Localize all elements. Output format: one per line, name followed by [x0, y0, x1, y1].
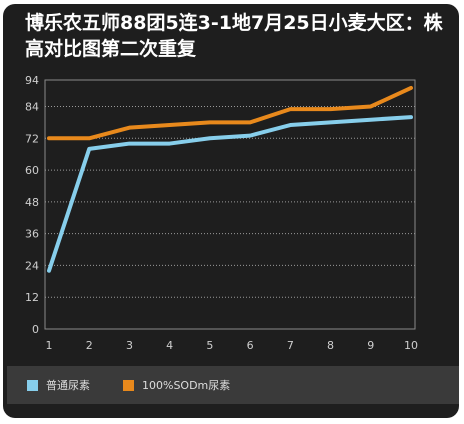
chart-title: 博乐农五师88团5连3-1地7月25日小麦大区：株高对比图第二次重复 [25, 12, 443, 60]
y-tick-label: 24 [25, 259, 39, 272]
y-tick-label: 60 [25, 164, 39, 177]
x-tick-label: 7 [287, 339, 294, 352]
x-tick-label: 4 [166, 339, 173, 352]
plot-frame [44, 79, 416, 330]
chart-card: 博乐农五师88团5连3-1地7月25日小麦大区：株高对比图第二次重复 0 12 24… [3, 4, 459, 418]
x-tick-label: 3 [126, 339, 133, 352]
y-tick-label: 12 [25, 291, 39, 304]
series-line-1 [47, 115, 413, 273]
y-tick-label: 84 [25, 100, 39, 113]
x-tick-label: 5 [206, 339, 213, 352]
y-tick-label: 0 [32, 323, 39, 336]
y-tick-label: 72 [25, 132, 39, 145]
x-tick-label: 6 [247, 339, 254, 352]
x-tick-label: 2 [86, 339, 93, 352]
x-tick-label: 10 [404, 339, 418, 352]
x-tick-label: 1 [46, 339, 53, 352]
legend: 普通尿素 100%SODm尿素 [7, 366, 459, 404]
x-tick-label: 9 [367, 339, 374, 352]
legend-swatch-series-1 [27, 379, 38, 391]
legend-item-series-2: 100%SODm尿素 [123, 378, 230, 392]
y-tick-label: 94 [25, 74, 39, 87]
legend-swatch-series-2 [123, 379, 134, 391]
legend-label-series-2: 100%SODm尿素 [142, 379, 231, 392]
x-tick-label: 8 [327, 339, 334, 352]
y-tick-label: 36 [25, 228, 39, 241]
legend-label-series-1: 普通尿素 [46, 379, 90, 392]
legend-item-series-1: 普通尿素 [27, 378, 90, 392]
series-line-2 [47, 85, 413, 141]
y-tick-label: 48 [25, 196, 39, 209]
